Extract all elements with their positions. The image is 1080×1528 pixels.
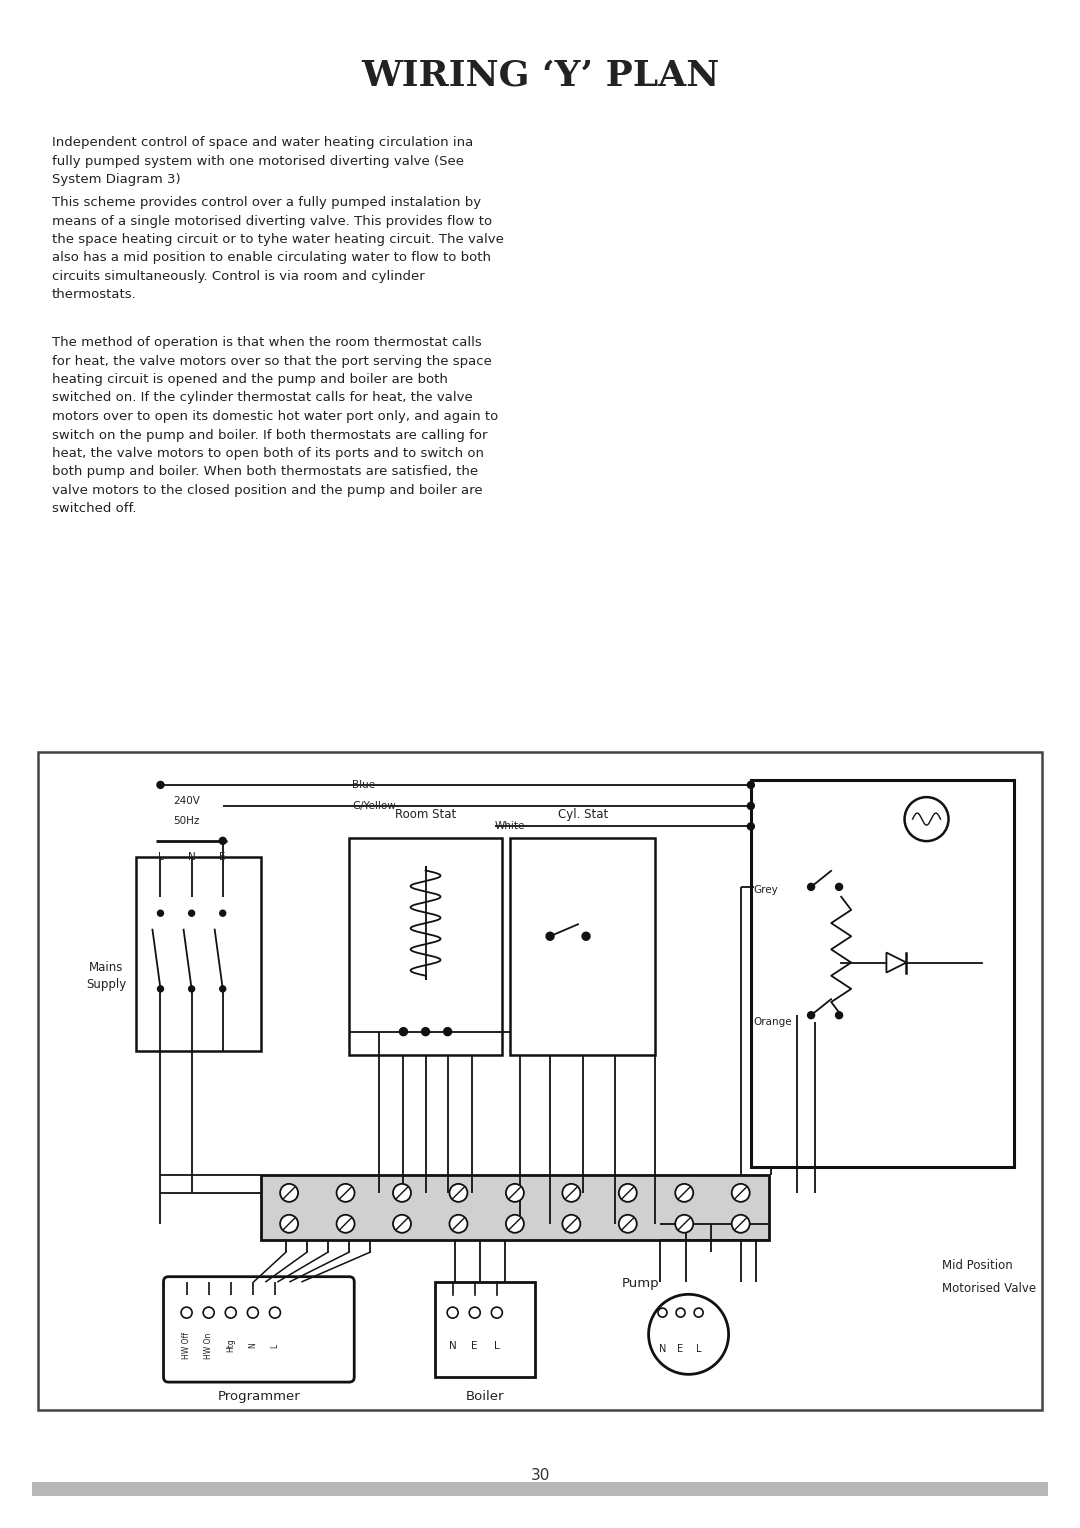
Circle shape (247, 1306, 258, 1319)
Text: N: N (248, 1343, 257, 1348)
Circle shape (505, 1215, 524, 1233)
Circle shape (658, 1308, 667, 1317)
Circle shape (226, 1306, 237, 1319)
Circle shape (444, 1028, 451, 1036)
Circle shape (808, 1012, 814, 1019)
Circle shape (189, 986, 194, 992)
Bar (38, 752, 1042, 1410)
Text: E: E (472, 1340, 478, 1351)
Text: N: N (659, 1343, 666, 1354)
Circle shape (582, 932, 590, 940)
Circle shape (280, 1215, 298, 1233)
Text: E: E (677, 1343, 684, 1354)
Circle shape (546, 932, 554, 940)
Circle shape (337, 1184, 354, 1203)
Text: N: N (188, 853, 195, 862)
Text: L: L (494, 1340, 500, 1351)
Circle shape (158, 986, 163, 992)
Text: HW On: HW On (204, 1332, 213, 1358)
Text: 50Hz: 50Hz (174, 816, 200, 827)
Circle shape (731, 1184, 750, 1203)
Circle shape (563, 1215, 580, 1233)
Circle shape (219, 986, 226, 992)
Circle shape (269, 1306, 281, 1319)
Circle shape (337, 1215, 354, 1233)
Bar (349, 837, 502, 1054)
Text: Blue: Blue (352, 779, 376, 790)
Bar (510, 837, 656, 1054)
Text: HW Off: HW Off (183, 1332, 191, 1358)
Circle shape (747, 781, 754, 788)
Circle shape (619, 1215, 637, 1233)
Text: Pump: Pump (622, 1277, 659, 1290)
Text: Mid Position: Mid Position (942, 1259, 1012, 1271)
Circle shape (421, 1028, 430, 1036)
Circle shape (393, 1215, 411, 1233)
Circle shape (675, 1184, 693, 1203)
Circle shape (808, 883, 814, 891)
Circle shape (400, 1028, 407, 1036)
Bar (261, 1175, 769, 1241)
Text: L: L (158, 853, 163, 862)
Circle shape (449, 1215, 468, 1233)
Circle shape (619, 1184, 637, 1203)
Circle shape (157, 781, 164, 788)
Circle shape (505, 1184, 524, 1203)
Text: The method of operation is that when the room thermostat calls
for heat, the val: The method of operation is that when the… (52, 336, 498, 515)
Circle shape (219, 837, 226, 845)
Text: N: N (449, 1340, 457, 1351)
Text: L: L (270, 1343, 280, 1348)
Circle shape (836, 883, 842, 891)
Text: L: L (696, 1343, 701, 1354)
Text: WIRING ‘Y’ PLAN: WIRING ‘Y’ PLAN (361, 58, 719, 92)
Circle shape (563, 1184, 580, 1203)
Circle shape (158, 911, 163, 917)
Circle shape (181, 1306, 192, 1319)
Text: G/Yellow: G/Yellow (352, 801, 396, 811)
Circle shape (747, 824, 754, 830)
Bar (751, 779, 1014, 1166)
Text: Boiler: Boiler (465, 1390, 504, 1403)
Circle shape (676, 1308, 685, 1317)
Text: White: White (495, 822, 525, 831)
Circle shape (393, 1184, 411, 1203)
Circle shape (649, 1294, 729, 1374)
Circle shape (491, 1306, 502, 1319)
Text: Htg: Htg (227, 1339, 235, 1352)
Circle shape (469, 1306, 481, 1319)
Circle shape (449, 1184, 468, 1203)
Text: This scheme provides control over a fully pumped instalation by
means of a singl: This scheme provides control over a full… (52, 196, 504, 301)
Text: Grey: Grey (754, 885, 779, 895)
Bar (434, 1282, 535, 1377)
Text: Mains
Supply: Mains Supply (86, 961, 126, 990)
Text: Independent control of space and water heating circulation ina
fully pumped syst: Independent control of space and water h… (52, 136, 473, 186)
Circle shape (905, 798, 948, 840)
Circle shape (203, 1306, 214, 1319)
Circle shape (747, 802, 754, 810)
Circle shape (219, 911, 226, 917)
Circle shape (189, 911, 194, 917)
Text: Programmer: Programmer (217, 1390, 300, 1403)
FancyBboxPatch shape (163, 1277, 354, 1383)
Circle shape (731, 1215, 750, 1233)
Text: E: E (219, 853, 226, 862)
Circle shape (280, 1184, 298, 1203)
Circle shape (447, 1306, 458, 1319)
Text: 240V: 240V (173, 796, 200, 807)
Text: Room Stat: Room Stat (395, 808, 456, 821)
Text: Motorised Valve: Motorised Valve (942, 1282, 1036, 1294)
Circle shape (675, 1215, 693, 1233)
Circle shape (694, 1308, 703, 1317)
Bar (136, 857, 261, 1051)
Bar (32, 1482, 1048, 1496)
Text: Orange: Orange (754, 1016, 793, 1027)
Circle shape (836, 1012, 842, 1019)
Text: Cyl. Stat: Cyl. Stat (558, 808, 608, 821)
Text: 30: 30 (530, 1468, 550, 1484)
